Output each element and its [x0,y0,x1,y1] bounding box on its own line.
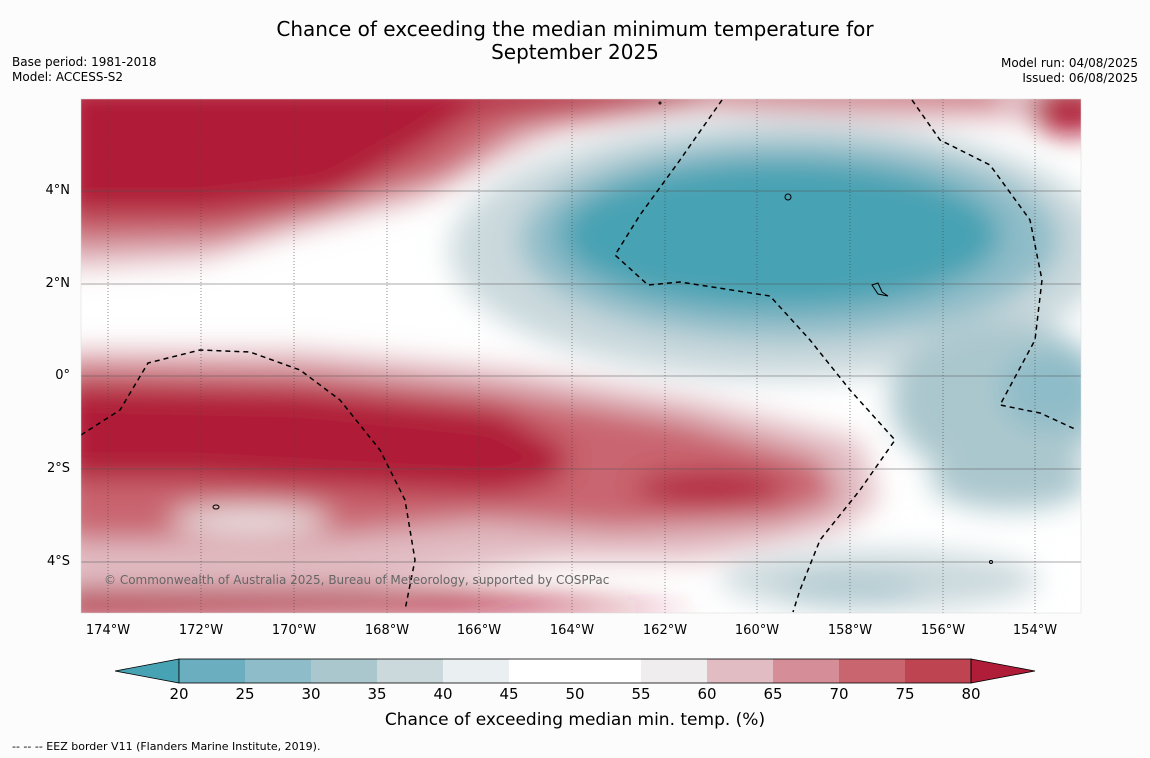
colorbar-extend-high [970,658,1036,684]
lon-label-170w: 170°W [271,623,317,638]
map-border [80,98,1082,614]
eez-legend: -- -- -- EEZ border V11 (Flanders Marine… [12,740,321,753]
colorbar-segment [839,659,905,683]
colorbar-segment [575,659,641,683]
colorbar-tick-label: 20 [169,685,189,703]
region-cool-20 [560,160,1000,310]
colorbar-label: Chance of exceeding median min. temp. (%… [384,710,766,730]
model-text: Model: ACCESS-S2 [12,70,124,84]
region-south-80 [81,385,570,495]
colorbar-border [178,658,972,684]
colorbar-tick-label: 70 [829,685,849,703]
region-gap-60 [170,508,330,532]
islands [212,101,993,564]
lon-label-156w: 156°W [920,623,966,638]
lat-label-0: 0° [55,368,70,383]
lon-label-174w: 174°W [85,623,131,638]
region-ne-80 [1030,99,1081,135]
lon-label-164w: 164°W [549,623,595,638]
base-period-text: Base period: 1981-2018 [12,55,157,69]
colorbar [114,658,1036,684]
lon-label-158w: 158°W [827,623,873,638]
colorbar-tick-label: 65 [763,685,783,703]
colorbar-segment [179,659,245,683]
region-north-80 [81,99,700,215]
lat-label-2n: 2°N [45,276,71,291]
right-metadata: Model run: 04/08/2025 Issued: 06/08/2025 [1001,56,1138,86]
lat-label-2s: 2°S [46,461,70,476]
colorbar-segment [311,659,377,683]
lon-label-154w: 154°W [1012,623,1058,638]
lat-label-4n: 4°N [45,183,71,198]
model-run-text: Model run: 04/08/2025 [1000,56,1138,70]
colorbar-tick-label: 40 [433,685,453,703]
left-metadata: Base period: 1981-2018 Model: ACCESS-S2 [12,55,157,85]
region-se-35 [780,578,920,602]
region-east-30 [1000,350,1081,430]
colorbar-tick-label: 75 [895,685,915,703]
colorbar-tick-label: 80 [961,685,981,703]
title-line-1: Chance of exceeding the median minimum t… [276,17,874,41]
colorbar-segment [707,659,773,683]
colorbar-extend-low [114,658,180,684]
eez-borders [81,99,1078,613]
colorbar-tick-label: 50 [565,685,585,703]
lon-label-172w: 172°W [178,623,224,638]
colorbar-segment [509,659,575,683]
parallel-lines [81,190,1081,563]
colorbar-segment [245,659,311,683]
colorbar-tick-label: 25 [235,685,255,703]
lat-label-4s: 4°S [46,554,70,569]
colorbar-tick-label: 55 [631,685,651,703]
map-field [81,99,1081,613]
colorbar-segment [773,659,839,683]
colorbar-segment [443,659,509,683]
region-e-35 [930,450,1081,510]
lon-label-168w: 168°W [364,623,410,638]
colorbar-segment [377,659,443,683]
issued-text: Issued: 06/08/2025 [1022,71,1138,85]
copyright-text: © Commonwealth of Australia 2025, Bureau… [104,573,610,587]
colorbar-tick-label: 35 [367,685,387,703]
colorbar-segment [905,659,971,683]
lon-label-166w: 166°W [456,623,502,638]
probability-field [81,99,1081,613]
title-line-2: September 2025 [491,40,659,64]
lon-label-162w: 162°W [642,623,688,638]
colorbar-tick-label: 30 [301,685,321,703]
region-southedge-80 [81,590,700,613]
region-central-80 [635,472,785,504]
lon-label-160w: 160°W [734,623,780,638]
colorbar-segment [641,659,707,683]
map-title: Chance of exceeding the median minimum t… [0,18,1150,64]
colorbar-tick-label: 45 [499,685,519,703]
colorbar-tick-label: 60 [697,685,717,703]
